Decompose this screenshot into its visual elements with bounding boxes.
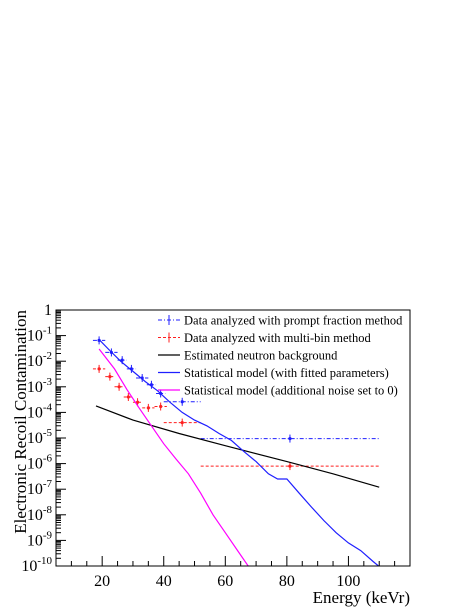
- y-tick-label: 10-1: [27, 325, 52, 345]
- data-point-0: [180, 400, 184, 404]
- y-tick-label: 10-10: [21, 555, 52, 575]
- data-point-1: [117, 385, 121, 389]
- legend-label-4: Statistical model (additional noise set …: [184, 384, 398, 398]
- y-tick-label: 10-2: [27, 350, 52, 370]
- data-point-1: [159, 404, 163, 409]
- series-line-3: [98, 339, 380, 566]
- legend-label-2: Estimated neutron background: [184, 349, 338, 363]
- data-point-1: [288, 464, 292, 468]
- x-tick-label: 80: [279, 573, 295, 590]
- legend-label-3: Statistical model (with fitted parameter…: [184, 366, 389, 380]
- plot-area: [92, 336, 380, 566]
- data-point-1: [126, 395, 130, 399]
- y-tick-label: 10-7: [27, 478, 53, 498]
- y-tick-label: 10-6: [27, 453, 53, 473]
- y-tick-label: 10-3: [27, 376, 53, 396]
- data-point-0: [120, 358, 124, 362]
- data-point-1: [135, 400, 140, 404]
- y-tick-label: 10-4: [27, 401, 53, 421]
- series-line-4: [98, 348, 249, 566]
- y-tick-label: 10-5: [27, 427, 53, 447]
- series-line-2: [95, 405, 380, 488]
- y-tick-label: 10-9: [27, 529, 53, 549]
- legend-label-0: Data analyzed with prompt fraction metho…: [184, 314, 403, 328]
- x-tick-label: 60: [217, 573, 233, 590]
- x-tick-label: 100: [336, 573, 360, 590]
- legend-label-1: Data analyzed with multi-bin method: [184, 331, 372, 345]
- x-tick-label: 40: [156, 573, 172, 590]
- data-point-1: [180, 420, 184, 425]
- data-point-1: [146, 406, 150, 410]
- x-tick-label: 20: [94, 573, 110, 590]
- y-tick-label: 10-8: [27, 504, 53, 524]
- data-point-1: [108, 375, 112, 379]
- axes: 1 10-1 10-2 10-3 10-4 10-5 10-6 10-7 10-8 10-9 10-…: [21, 302, 411, 590]
- data-point-0: [288, 436, 292, 441]
- series-group: [92, 336, 380, 566]
- data-point-1: [97, 367, 101, 371]
- y-tick-label: 1: [44, 302, 52, 319]
- legend: Data analyzed with prompt fraction metho…: [158, 314, 403, 398]
- x-axis-title: Energy (keVr): [313, 588, 410, 607]
- y-axis-title: Electronic Recoil Contamination: [11, 310, 30, 534]
